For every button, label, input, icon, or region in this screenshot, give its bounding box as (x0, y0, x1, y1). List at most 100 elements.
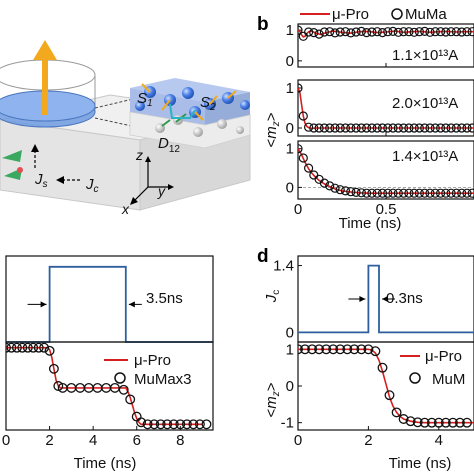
series-point-mumax (451, 188, 461, 198)
series-point-mumax (188, 419, 199, 430)
series-point-mumax (325, 27, 335, 37)
arrowhead-icon (359, 296, 366, 302)
legend-label-mupro: μ-Pro (332, 6, 369, 23)
series-point-mumax (409, 188, 419, 198)
series-point-mumax (22, 342, 33, 353)
label-s2: S2 (200, 94, 216, 113)
series-point-mumax (304, 163, 314, 173)
series-point-mumax (33, 342, 44, 353)
series-point-mumax (377, 123, 388, 133)
ytick-d-mz-label: -1 (281, 415, 294, 432)
series-point-mumax (441, 123, 451, 133)
xtick-c-label: 4 (89, 432, 97, 449)
series-point-mumax (314, 344, 325, 355)
zoom-box-bottom (129, 111, 251, 149)
plot-clip-cdm (298, 344, 474, 428)
series-point-mumax (425, 27, 435, 37)
series-point-mumax (6, 342, 17, 353)
series-point-mumax (383, 123, 393, 133)
chart-panel-d: Jc 0.3ns <mz> μ-Pro MuM Time (ns) (263, 290, 465, 472)
series-point-mumax (298, 111, 308, 121)
series-point-mumax (384, 390, 395, 401)
series-point-mumax (398, 414, 409, 424)
axis-x-label: x (121, 201, 130, 217)
spin-arrow-icon (161, 99, 171, 111)
plot-frame-c-mz (5, 341, 214, 431)
series-point-mumax (307, 344, 318, 355)
red-ball-icon (17, 167, 23, 173)
series-point-mumax (28, 342, 39, 353)
jc-arrow-icon (56, 176, 64, 184)
series-point-mumax (162, 419, 173, 430)
series-point-mumax (420, 123, 430, 133)
series-point-mumax (393, 27, 403, 37)
bond-bracket (169, 103, 196, 119)
chart-panel-c: 3.5ns μ-Pro MuMax3 Time (ns) (74, 290, 192, 472)
series-point-mumax (451, 123, 461, 133)
xlabel-c: Time (ns) (74, 455, 137, 472)
label-s1: S1 (137, 90, 153, 109)
series-point-mumax (399, 123, 409, 133)
series-line-mupro (298, 348, 474, 424)
series-point-mumax (340, 27, 351, 37)
xtick-b3-label: 0 (294, 201, 302, 218)
series-point-mumax (462, 123, 472, 133)
series-point-mumax (409, 27, 419, 37)
ytick-b2-label: 1 (286, 80, 294, 97)
series-point-mumax (404, 188, 414, 198)
spin-arrow-icon (194, 111, 204, 121)
xtick-c-label: 8 (176, 432, 184, 449)
series-point-mumax (362, 188, 372, 198)
series-point-mumax (349, 344, 360, 355)
series-point-mumax (330, 123, 340, 133)
series-point-mumax (319, 27, 329, 37)
series-point-mumax (388, 26, 398, 36)
ytick-b2-label: 0 (286, 120, 294, 137)
zoom-box-side (205, 92, 250, 125)
ylabel-d-pulse: Jc (263, 290, 282, 304)
series-point-mumax (430, 188, 440, 198)
series-point-mumax (330, 28, 340, 38)
axis-y-head-icon (168, 184, 174, 190)
series-point-mumax (462, 417, 472, 428)
series-point-mumax (441, 188, 451, 198)
series-point-mumax (346, 123, 356, 133)
legend-marker-mumax (391, 8, 403, 20)
panel-label-d: d (257, 246, 269, 267)
series-point-mumax (321, 344, 332, 355)
atom-sphere-icon (182, 87, 194, 99)
legend-label-mumax-c: MuMax3 (134, 371, 192, 388)
annotation-d-pulse: 0.3ns (386, 290, 423, 307)
series-point-mumax (377, 27, 388, 38)
series-point-mumax (467, 188, 474, 198)
series-point-mumax (342, 344, 353, 355)
xtick-d-label: 0 (294, 432, 302, 449)
plot-clip-cb0 (298, 25, 474, 41)
ylabel-d-mz: <mz> (263, 382, 282, 417)
schematic-panel: S1 S2 D12 Js Jc z y x (0, 40, 251, 217)
series-point-mumax (39, 342, 50, 353)
ytick-d-mz-label: 1 (286, 341, 294, 358)
arrowhead-icon (381, 296, 388, 302)
xtick-c-label: 2 (45, 432, 53, 449)
ytick-b1-label: 0 (286, 53, 294, 70)
series-point-mumax (446, 188, 456, 198)
axis-x-head-icon (130, 197, 138, 205)
series-point-mumax (462, 188, 472, 198)
series-point-mumax (457, 123, 467, 133)
series-point-mumax (335, 344, 346, 355)
series-point-mumax (446, 123, 456, 133)
series-point-mumax (304, 27, 314, 37)
chart-panel-b: μ-Pro MuMa <mz> 1.1×10¹³A 2.0×10¹³A 1.4×… (263, 6, 458, 232)
heavy-metal-atom-icon (193, 127, 203, 137)
series-point-mumax (298, 25, 303, 35)
series-point-mumax (420, 26, 430, 36)
series-point-mumax (425, 123, 435, 133)
series-point-mumax (53, 381, 64, 391)
series-point-mumax (414, 123, 424, 133)
arrowhead-icon (128, 301, 135, 308)
series-point-mumax (155, 419, 166, 430)
plot-clip-ccm (6, 342, 212, 430)
